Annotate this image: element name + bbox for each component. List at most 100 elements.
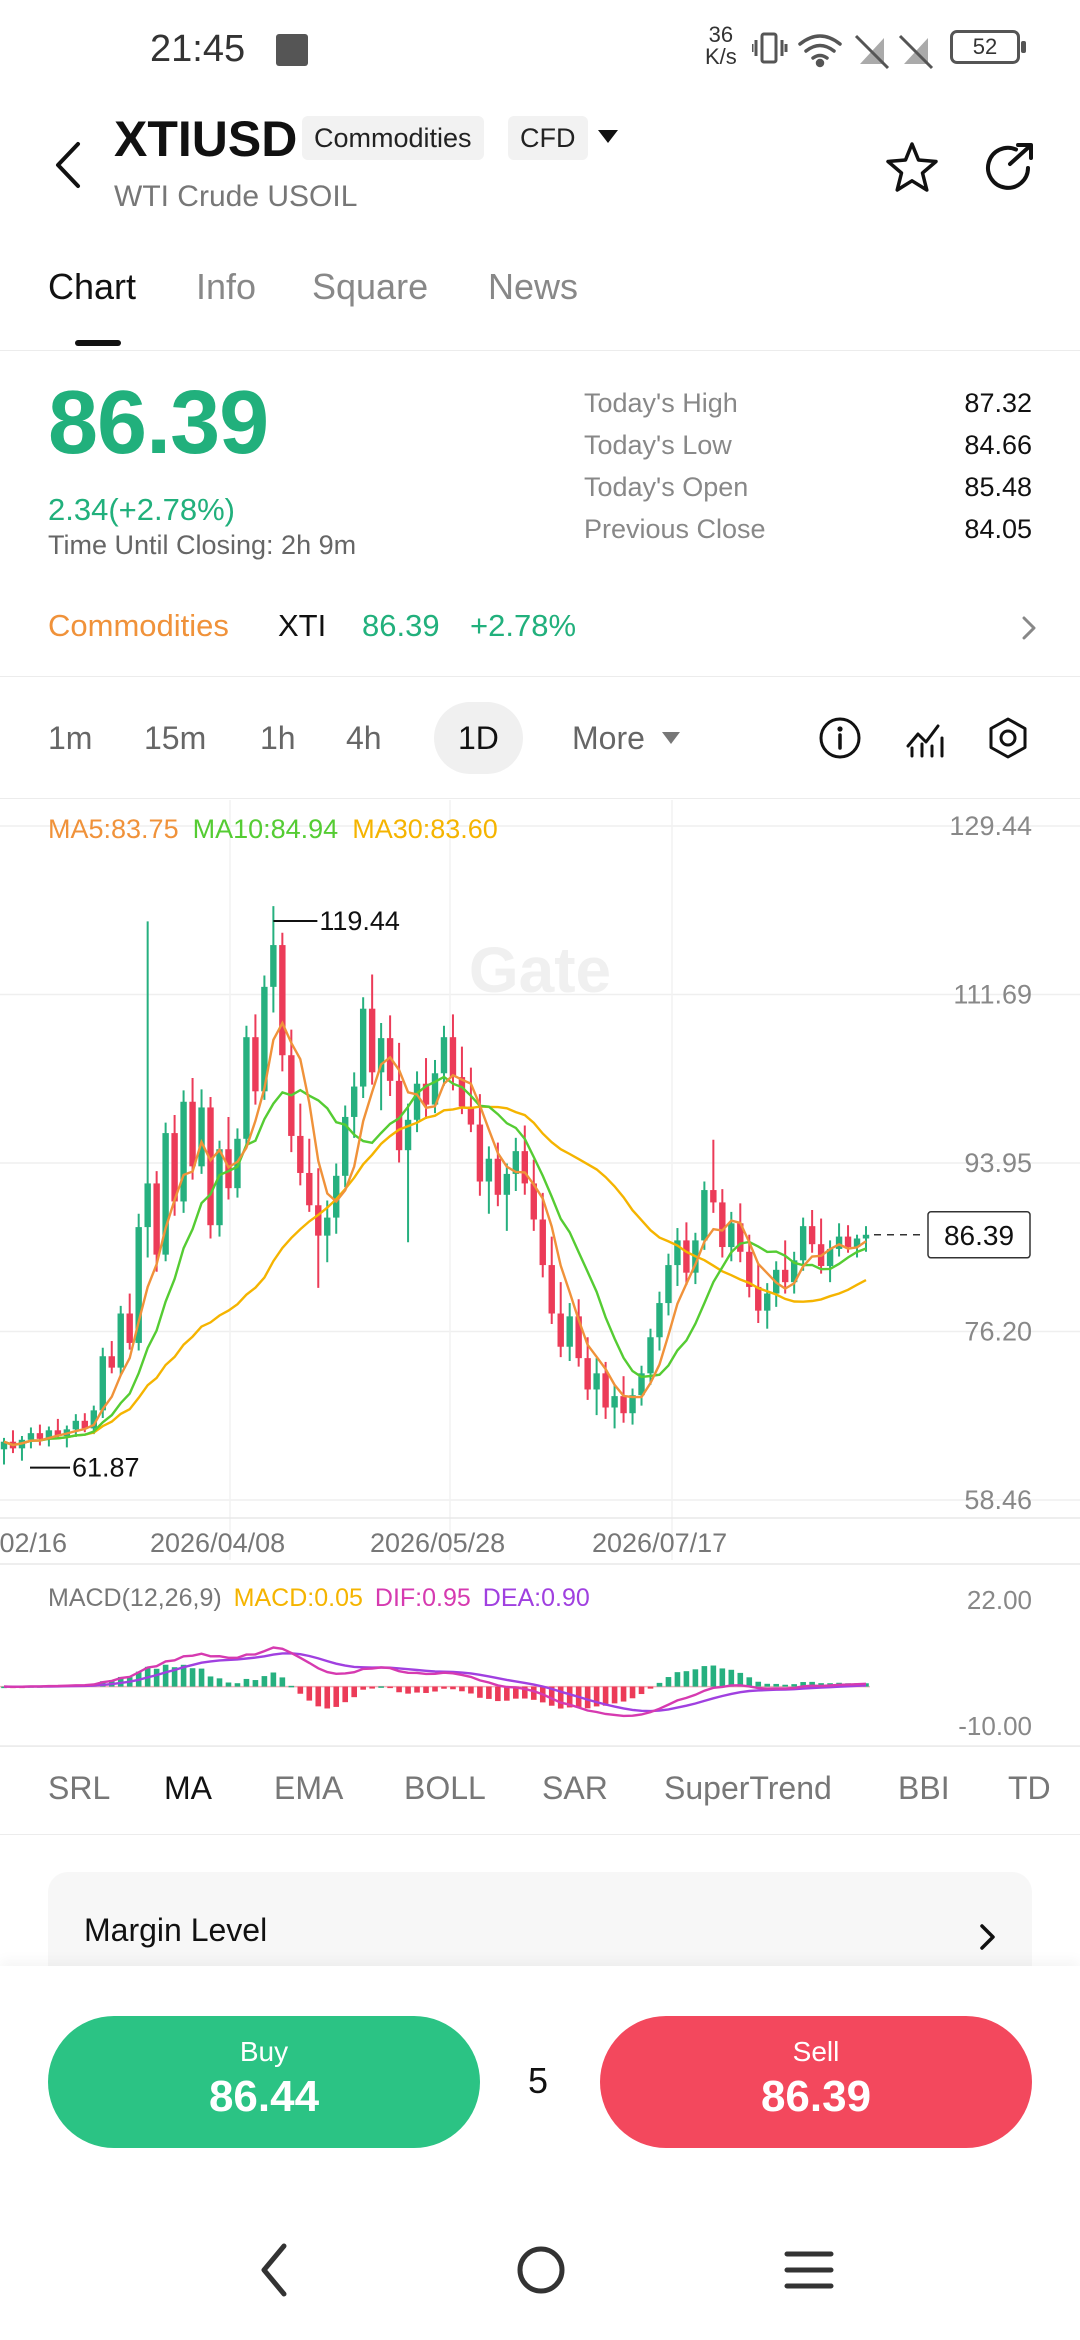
macd-histogram-bar <box>441 1686 447 1689</box>
macd-histogram-bar <box>423 1686 429 1693</box>
indicator-ma[interactable]: MA <box>164 1770 212 1806</box>
tab-news[interactable]: News <box>488 266 579 307</box>
indicator-bbi[interactable]: BBI <box>898 1770 950 1806</box>
y-tick-label: 76.20 <box>964 1317 1032 1347</box>
interval-1d[interactable]: 1D <box>434 702 523 774</box>
nav-back-icon[interactable] <box>254 2240 294 2300</box>
price-change: 2.34(+2.78%) <box>48 492 235 527</box>
macd-histogram-bar <box>620 1686 627 1702</box>
ma10-line <box>3 1075 867 1447</box>
candle-body <box>826 1248 834 1267</box>
candle-body <box>162 1133 169 1255</box>
macd-y-tick-label: -10.00 <box>958 1711 1032 1741</box>
symbol-title: XTIUSD <box>114 111 298 167</box>
candle-body <box>764 1293 771 1311</box>
indicator-boll[interactable]: BOLL <box>404 1770 486 1806</box>
macd-title: MACD(12,26,9) <box>48 1584 222 1612</box>
nav-menu-icon[interactable] <box>784 2248 834 2292</box>
candle-body <box>539 1219 546 1266</box>
macd-histogram-bar <box>405 1686 411 1694</box>
commodity-row[interactable]: Commodities XTI 86.39 +2.78% <box>48 608 1038 648</box>
status-time: 21:45 <box>150 28 246 70</box>
stat-row-open: Today's Open 85.48 <box>584 472 1032 514</box>
candle-body <box>198 1107 205 1167</box>
candlestick-series <box>0 906 870 1465</box>
back-arrow-icon[interactable] <box>48 140 88 190</box>
macd-histogram-bar <box>216 1678 223 1687</box>
tab-info[interactable]: Info <box>196 266 257 307</box>
macd-histogram-bar <box>521 1686 528 1699</box>
macd-histogram-bar <box>486 1686 492 1699</box>
stat-row-high: Today's High 87.32 <box>584 388 1032 430</box>
chart-settings-icon[interactable] <box>986 716 1030 760</box>
candle-body <box>449 1037 457 1078</box>
favorite-star-icon[interactable] <box>884 140 940 196</box>
interval-4h[interactable]: 4h <box>346 720 382 756</box>
candle-body <box>862 1234 870 1239</box>
commodity-category: Commodities <box>48 608 229 643</box>
candle-body <box>476 1124 484 1182</box>
candle-body <box>126 1313 133 1343</box>
divider <box>0 676 1080 677</box>
indicator-ema[interactable]: EMA <box>274 1770 344 1806</box>
candle-body <box>368 1008 376 1073</box>
commodity-change: +2.78% <box>470 608 577 643</box>
candle-body <box>189 1101 196 1167</box>
price-chart[interactable]: Gate 119.44 61.87 86.39 129.44 111.69 93.95 7… <box>0 800 1080 1760</box>
sell-price: 86.39 <box>760 2072 872 2121</box>
candle-body <box>171 1133 178 1202</box>
candle-body <box>315 1205 322 1236</box>
margin-level-label: Margin Level <box>84 1912 268 1948</box>
macd-histogram-bar <box>207 1676 214 1687</box>
candle-body <box>279 945 286 1056</box>
info-icon[interactable] <box>818 716 862 760</box>
buy-button[interactable]: Buy 86.44 <box>48 2016 480 2148</box>
macd-histogram-bar <box>800 1682 806 1687</box>
more-intervals-button[interactable]: More <box>572 720 645 756</box>
macd-histogram-bar <box>566 1686 573 1708</box>
candle-body <box>216 1149 223 1226</box>
nav-home-icon[interactable] <box>514 2240 568 2300</box>
indicator-srl[interactable]: SRL <box>48 1770 111 1806</box>
tab-chart[interactable]: Chart <box>48 266 137 307</box>
candle-body <box>728 1223 735 1248</box>
chevron-right-icon <box>980 1924 995 1950</box>
macd-histogram-bar <box>656 1682 663 1687</box>
macd-histogram-bar <box>162 1664 169 1687</box>
interval-1m[interactable]: 1m <box>48 720 93 756</box>
candle-body <box>835 1236 843 1249</box>
macd-histogram-bar <box>746 1677 753 1687</box>
macd-histogram-bar <box>755 1681 762 1687</box>
candle-body <box>512 1151 520 1174</box>
interval-1h[interactable]: 1h <box>260 720 296 756</box>
candle-body <box>99 1356 106 1411</box>
symbol-dropdown-icon[interactable] <box>598 130 618 143</box>
candle-body <box>674 1240 681 1266</box>
macd-histogram-bar <box>719 1668 726 1687</box>
candle-body <box>153 1183 160 1255</box>
sell-button[interactable]: Sell 86.39 <box>600 2016 1032 2148</box>
macd-histogram-bar <box>198 1668 205 1687</box>
interval-15m[interactable]: 15m <box>144 720 207 756</box>
ma5-line <box>3 1020 867 1447</box>
candle-body <box>575 1316 582 1359</box>
net-speed: 36 K/s <box>705 24 737 68</box>
candle-body <box>521 1151 528 1184</box>
indicator-icon[interactable] <box>904 716 948 760</box>
indicator-sar[interactable]: SAR <box>542 1770 608 1806</box>
indicator-supertrend[interactable]: SuperTrend <box>664 1770 832 1806</box>
tab-square[interactable]: Square <box>312 266 429 307</box>
candle-body <box>270 945 277 987</box>
share-icon[interactable] <box>982 140 1038 196</box>
macd-histogram-bar <box>638 1686 645 1695</box>
macd-histogram-bar <box>764 1683 771 1687</box>
x-axis-labels: /02/16 2026/04/08 2026/05/28 2026/07/17 <box>0 1528 727 1558</box>
status-icons <box>752 32 934 70</box>
candle-body <box>404 1119 412 1151</box>
macd-histogram-bar <box>351 1686 357 1698</box>
candle-body <box>665 1265 672 1304</box>
macd-histogram-bar <box>782 1684 788 1687</box>
macd-histogram-bar <box>315 1686 322 1707</box>
indicator-td[interactable]: TD <box>1008 1770 1051 1806</box>
candle-body <box>72 1420 80 1430</box>
